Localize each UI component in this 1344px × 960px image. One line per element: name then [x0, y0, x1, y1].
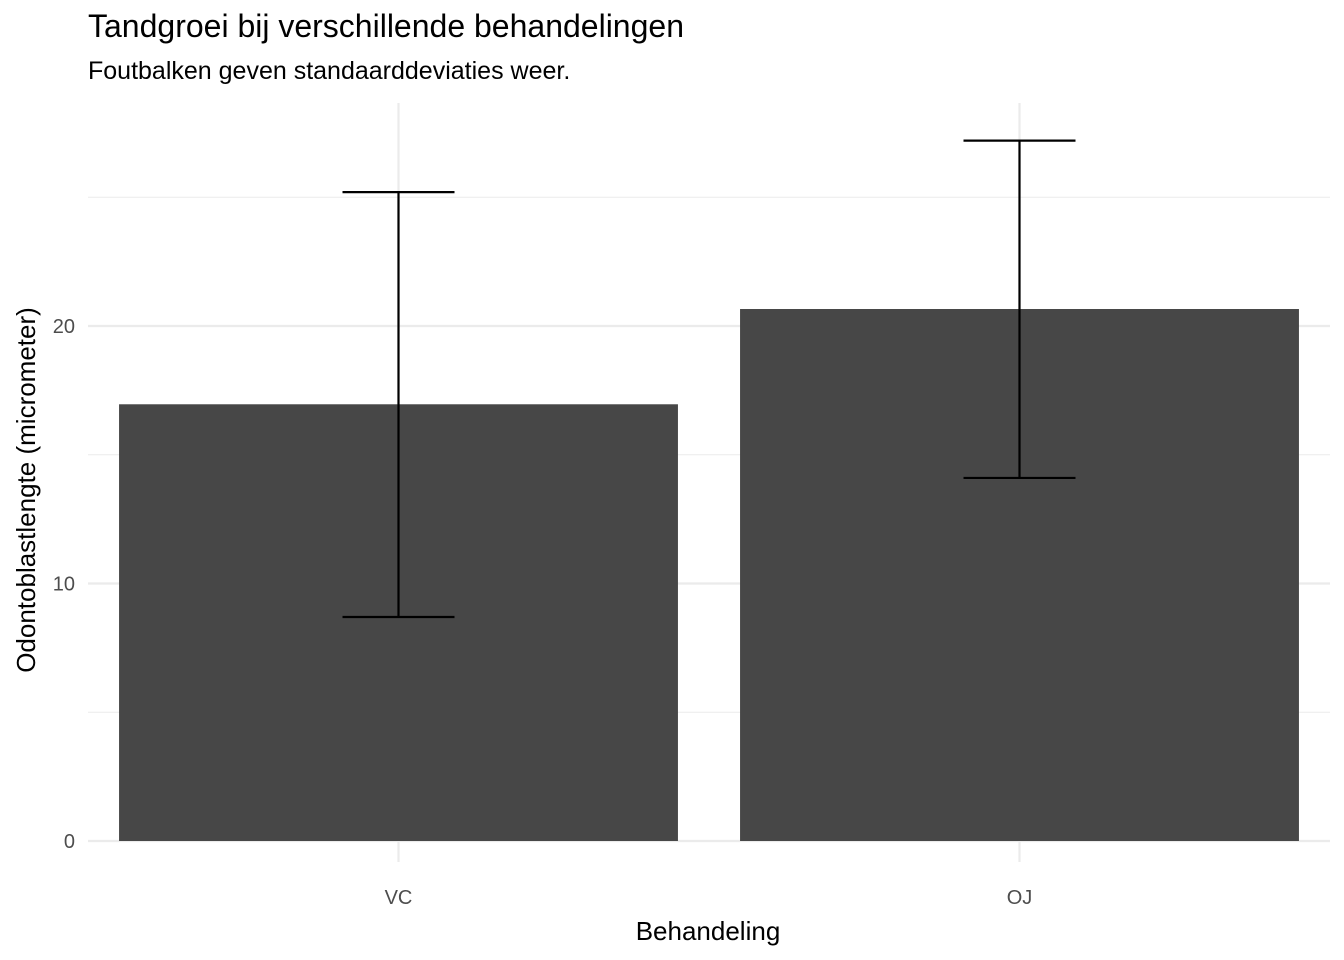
y-tick-label: 10 — [53, 574, 75, 596]
chart-subtitle: Foutbalken geven standaarddeviaties weer… — [88, 57, 571, 85]
tick-labels: VC OJ 0 10 20 — [53, 316, 1033, 909]
x-axis-title: Behandeling — [636, 916, 781, 946]
y-tick-label: 0 — [64, 831, 75, 853]
error-bars — [342, 139, 1076, 619]
y-axis-title: Odontoblastlengte (micrometer) — [11, 307, 41, 673]
x-tick-label: OJ — [1007, 887, 1033, 909]
chart-title: Tandgroei bij verschillende behandelinge… — [88, 8, 684, 44]
y-tick-label: 20 — [53, 316, 75, 338]
x-tick-label: VC — [385, 887, 413, 909]
bars — [119, 309, 1299, 841]
